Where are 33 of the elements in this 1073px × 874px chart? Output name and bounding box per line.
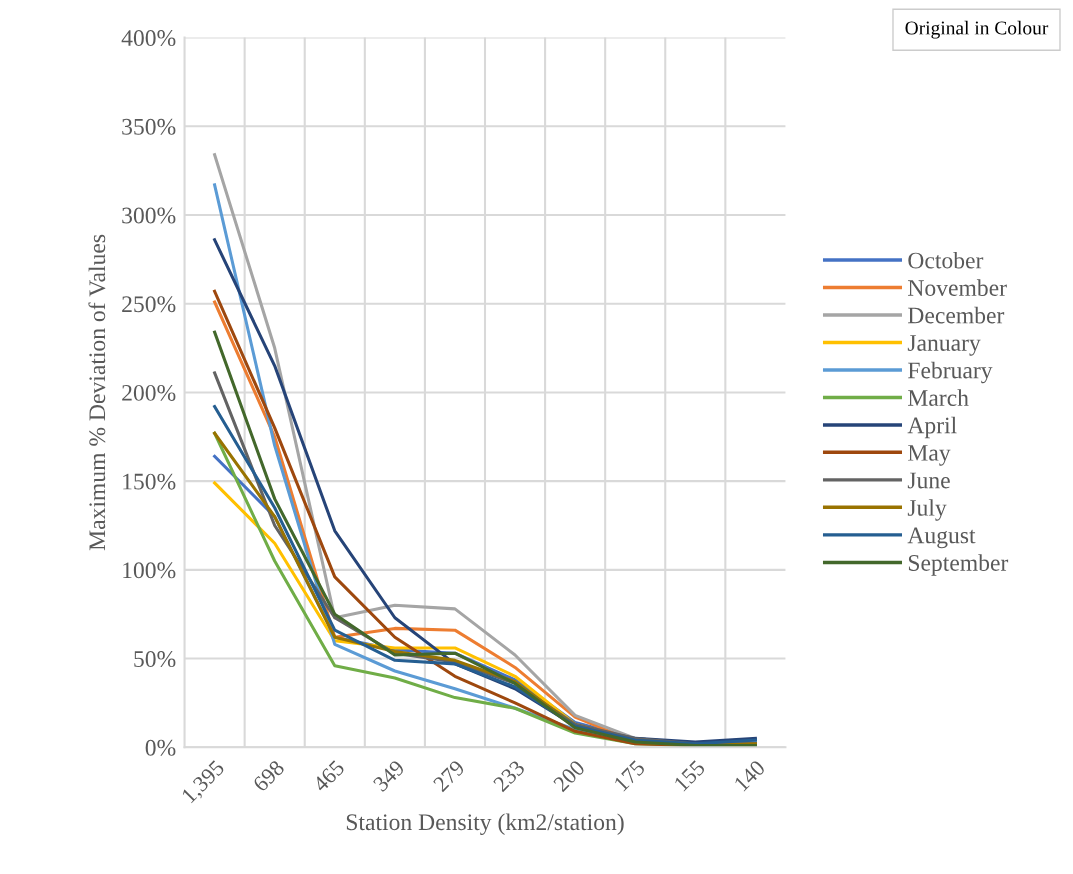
x-tick-label: 279	[432, 759, 466, 793]
y-tick-label: 250%	[122, 296, 176, 313]
x-tick-label: 465	[312, 759, 346, 793]
y-tick-label: 100%	[123, 562, 176, 579]
y-tick-label: 350%	[122, 118, 176, 135]
legend-label: March	[908, 389, 969, 406]
legend-label: December	[908, 306, 1005, 324]
y-tick-label: 300%	[122, 207, 176, 224]
legend-label: October	[908, 251, 984, 269]
x-tick-label: 155	[673, 759, 706, 792]
y-tick-label: 200%	[122, 384, 176, 401]
x-tick-label: 233	[492, 759, 526, 793]
x-tick-label: 175	[613, 759, 646, 792]
x-tick-label: 200	[552, 759, 586, 793]
y-tick-label: 0%	[145, 739, 176, 756]
text: Original in Colour	[905, 20, 1049, 39]
legend-label: May	[908, 445, 951, 466]
x-tick-label: 349	[372, 759, 406, 793]
legend-label: September	[908, 554, 1009, 576]
legend-label: August	[907, 527, 976, 549]
legend-label: July	[907, 499, 947, 521]
y-tick-label: 150%	[123, 473, 176, 490]
x-tick-label: 140	[733, 759, 766, 792]
y-axis-title: Maximum % Deviation of Values	[88, 234, 106, 551]
legend-label: April	[907, 416, 957, 439]
y-tick-label: 400%	[121, 30, 176, 47]
legend-label: February	[908, 361, 993, 384]
y-tick-label: 50%	[134, 651, 176, 668]
x-axis-title: Station Density (km2/station)	[346, 813, 624, 836]
x-tick-label: 698	[252, 759, 286, 793]
legend-label: January	[907, 335, 981, 356]
legend-label: November	[908, 279, 1007, 296]
legend-label: June	[907, 472, 950, 489]
